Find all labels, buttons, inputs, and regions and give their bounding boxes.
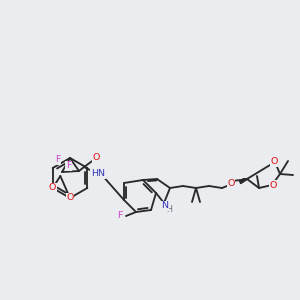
Text: F: F	[55, 155, 60, 164]
Text: N: N	[161, 202, 169, 211]
Text: H: H	[166, 206, 172, 214]
Text: F: F	[66, 161, 71, 170]
Text: O: O	[227, 178, 235, 188]
Text: O: O	[270, 158, 278, 166]
Text: HN: HN	[91, 169, 105, 178]
Text: O: O	[49, 184, 56, 193]
Text: F: F	[117, 212, 123, 220]
Text: O: O	[269, 181, 277, 190]
Text: O: O	[92, 154, 100, 163]
Polygon shape	[239, 178, 247, 184]
Text: O: O	[66, 194, 74, 202]
